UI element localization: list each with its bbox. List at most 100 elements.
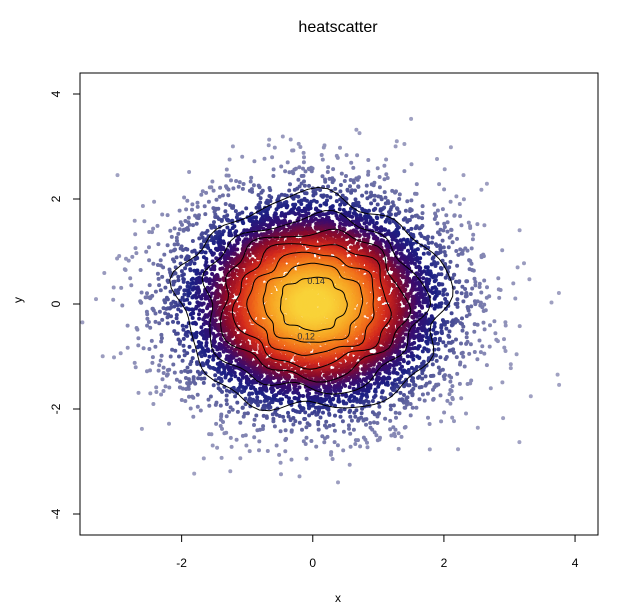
scatter-point — [453, 302, 458, 306]
scatter-point — [227, 157, 232, 162]
scatter-point — [204, 256, 209, 261]
scatter-point — [343, 392, 348, 397]
scatter-point — [409, 162, 414, 167]
scatter-point — [442, 250, 447, 254]
scatter-point — [219, 412, 224, 417]
scatter-point — [219, 377, 224, 381]
scatter-point — [485, 285, 489, 290]
scatter-point — [240, 186, 245, 191]
scatter-point — [355, 153, 360, 158]
scatter-point — [301, 439, 306, 444]
scatter-point — [175, 238, 179, 243]
scatter-point — [303, 410, 308, 415]
scatter-point — [211, 241, 216, 246]
scatter-point — [347, 385, 352, 390]
scatter-point — [248, 179, 253, 184]
scatter-point — [160, 274, 165, 279]
scatter-point — [199, 192, 204, 197]
scatter-point — [378, 435, 382, 440]
scatter-point — [158, 258, 163, 263]
scatter-point — [272, 424, 277, 429]
scatter-point — [209, 432, 214, 437]
scatter-point — [417, 268, 422, 273]
scatter-point — [435, 221, 440, 226]
scatter-point — [145, 369, 149, 374]
scatter-point — [464, 335, 469, 340]
scatter-point — [136, 336, 141, 341]
scatter-point — [236, 376, 241, 381]
scatter-point — [369, 201, 374, 206]
scatter-point — [212, 220, 216, 225]
scatter-point — [353, 438, 358, 443]
scatter-point — [183, 266, 188, 271]
scatter-point — [416, 375, 420, 380]
scatter-point — [503, 320, 508, 325]
scatter-point — [287, 188, 292, 193]
scatter-point — [187, 394, 191, 399]
scatter-point — [508, 366, 513, 371]
scatter-point — [404, 292, 409, 297]
scatter-point — [372, 381, 377, 386]
scatter-point — [149, 338, 154, 343]
scatter-point — [442, 221, 447, 226]
scatter-point — [409, 260, 414, 265]
scatter-point — [249, 175, 254, 180]
scatter-point — [125, 345, 130, 350]
scatter-point — [236, 184, 241, 189]
scatter-point — [464, 314, 469, 319]
scatter-point — [458, 214, 463, 219]
scatter-point — [188, 285, 192, 290]
scatter-point — [215, 445, 220, 450]
scatter-point — [304, 191, 309, 196]
scatter-point — [222, 241, 226, 246]
scatter-point — [172, 370, 177, 375]
scatter-point — [384, 172, 389, 177]
scatter-point — [438, 393, 443, 398]
scatter-point — [377, 404, 382, 409]
scatter-point — [148, 325, 153, 330]
scatter-point — [266, 143, 271, 148]
scatter-point — [260, 427, 265, 431]
scatter-point — [205, 295, 210, 300]
scatter-point — [169, 314, 173, 319]
scatter-point — [176, 291, 180, 295]
scatter-point — [136, 390, 141, 395]
scatter-point — [408, 209, 412, 214]
scatter-point — [190, 394, 195, 399]
scatter-point — [174, 313, 179, 317]
scatter-point — [154, 385, 159, 390]
scatter-point — [182, 195, 187, 200]
scatter-point — [456, 447, 460, 452]
scatter-point — [278, 401, 283, 406]
scatter-point — [226, 193, 231, 198]
scatter-point — [377, 411, 381, 416]
scatter-point — [396, 446, 401, 451]
scatter-point — [241, 221, 246, 226]
scatter-point — [432, 321, 437, 326]
scatter-point — [188, 369, 193, 374]
scatter-point — [152, 199, 157, 204]
scatter-point — [205, 358, 210, 363]
scatter-point — [299, 181, 304, 186]
scatter-point — [443, 343, 448, 348]
scatter-point — [388, 407, 393, 412]
scatter-point — [161, 365, 166, 370]
scatter-point — [169, 234, 174, 239]
scatter-point — [150, 360, 155, 365]
scatter-point — [411, 370, 416, 375]
scatter-point — [394, 382, 399, 387]
scatter-point — [292, 187, 297, 192]
scatter-point — [398, 251, 403, 256]
scatter-point — [457, 381, 462, 386]
scatter-point — [454, 279, 458, 284]
scatter-point — [446, 340, 451, 345]
scatter-point — [174, 255, 179, 260]
scatter-point — [421, 300, 426, 305]
scatter-point — [286, 414, 291, 419]
scatter-point — [345, 188, 350, 193]
scatter-point — [444, 213, 449, 218]
scatter-point — [508, 362, 513, 367]
scatter-point — [482, 351, 487, 356]
scatter-point — [176, 274, 181, 279]
scatter-point — [473, 280, 478, 284]
